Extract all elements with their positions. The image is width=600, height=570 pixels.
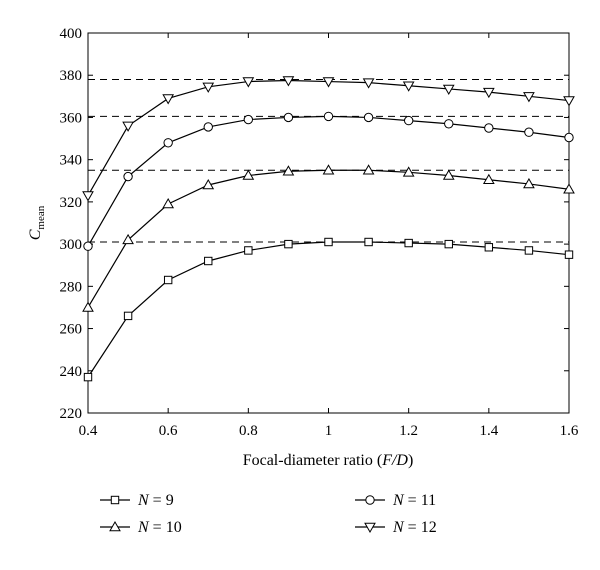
data-point <box>122 233 134 245</box>
data-point <box>404 238 413 248</box>
data-point <box>243 114 254 125</box>
data-point <box>363 112 374 123</box>
series-group <box>82 76 575 382</box>
data-point <box>282 76 295 87</box>
data-point <box>322 164 335 175</box>
data-point <box>242 169 255 180</box>
data-point <box>364 237 373 247</box>
legend-item: N = 9 <box>100 492 174 509</box>
data-point <box>284 239 293 249</box>
data-point <box>204 256 213 266</box>
legend-item: N = 10 <box>100 519 182 536</box>
y-axis-label: Cmean <box>27 205 47 240</box>
legend-item: N = 11 <box>355 492 436 509</box>
data-point <box>362 78 375 89</box>
data-point <box>402 166 415 177</box>
data-point <box>563 183 575 194</box>
data-point <box>482 173 495 184</box>
data-point <box>402 81 415 92</box>
legend-marker <box>110 495 120 505</box>
data-point <box>283 112 294 123</box>
x-tick-label: 0.6 <box>159 423 178 439</box>
legend-item: N = 12 <box>355 519 437 536</box>
legend-label: N = 10 <box>137 519 182 536</box>
data-point <box>163 138 173 148</box>
y-tick-label: 380 <box>60 68 83 84</box>
data-point <box>82 301 94 312</box>
data-point <box>123 311 133 321</box>
series-line <box>87 241 570 378</box>
data-point <box>484 243 494 252</box>
data-point <box>83 241 93 251</box>
x-tick-label: 1.4 <box>479 423 498 439</box>
x-tick-label: 0.4 <box>79 423 98 439</box>
legend-label: N = 9 <box>137 492 174 509</box>
data-point <box>122 121 134 132</box>
y-axis: 220 240 260 280 300 320 340 360 380 400 <box>60 26 569 422</box>
series-line <box>87 115 570 247</box>
data-point <box>322 77 335 88</box>
x-tick-label: 1.2 <box>399 423 418 439</box>
y-tick-label: 280 <box>60 279 83 295</box>
data-point <box>202 82 215 93</box>
data-point <box>564 132 574 143</box>
series-triangle-up <box>82 164 575 312</box>
y-tick-label: 320 <box>60 195 83 211</box>
data-point <box>482 87 495 99</box>
x-axis: 0.4 0.6 0.8 1 1.2 1.4 1.6 <box>79 33 579 439</box>
y-tick-label: 220 <box>60 406 83 422</box>
data-point <box>444 119 454 129</box>
series-circle <box>83 111 574 251</box>
y-tick-label: 360 <box>60 110 83 126</box>
series-triangle-down <box>82 76 575 202</box>
data-point <box>524 127 534 137</box>
legend-label: N = 12 <box>392 519 437 536</box>
data-point <box>163 275 173 285</box>
legend: N = 9 N = 10 N = 11 N = 12 <box>100 492 437 536</box>
data-point <box>444 239 453 249</box>
data-point <box>83 372 93 382</box>
x-tick-label: 1 <box>325 423 333 439</box>
data-point <box>82 191 94 202</box>
data-point <box>442 169 455 180</box>
data-point <box>123 171 133 182</box>
legend-marker <box>109 520 121 532</box>
y-tick-label: 240 <box>60 364 83 380</box>
data-point <box>324 237 333 247</box>
legend-label: N = 11 <box>392 492 436 509</box>
x-tick-label: 1.6 <box>560 423 579 439</box>
data-point <box>523 177 535 189</box>
y-tick-label: 260 <box>60 322 83 338</box>
data-point <box>203 122 213 132</box>
data-point <box>242 77 255 88</box>
legend-marker <box>364 522 376 534</box>
data-point <box>484 123 494 133</box>
data-point <box>282 165 295 176</box>
data-point <box>244 246 253 255</box>
data-point <box>162 94 175 105</box>
data-point <box>403 115 414 126</box>
series-square <box>83 237 574 382</box>
x-axis-label: Focal-diameter ratio (F/D) <box>243 452 414 469</box>
data-point <box>442 84 455 95</box>
y-tick-label: 300 <box>60 237 83 253</box>
data-point <box>202 178 215 190</box>
y-tick-label: 340 <box>60 153 83 169</box>
plot-frame <box>87 32 570 414</box>
data-point <box>524 246 534 255</box>
data-point <box>563 96 575 107</box>
y-tick-label: 400 <box>60 26 83 42</box>
data-point <box>323 111 334 122</box>
data-point <box>162 197 175 209</box>
data-point <box>564 250 574 259</box>
data-point <box>362 164 375 175</box>
data-point <box>523 92 535 103</box>
x-tick-label: 0.8 <box>239 423 258 439</box>
legend-marker <box>365 495 375 505</box>
series-line <box>87 79 570 196</box>
